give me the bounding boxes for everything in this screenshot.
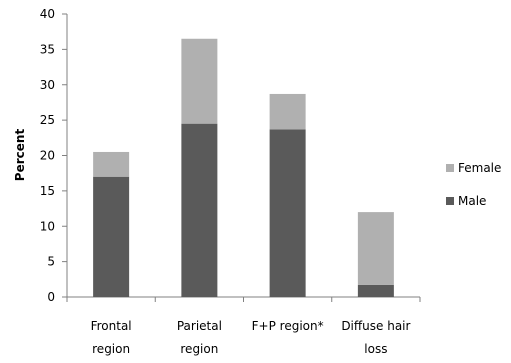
y-tick-label: 0 (47, 290, 55, 304)
category-label: loss (364, 342, 387, 356)
legend-swatch-male (446, 197, 454, 205)
legend-label-female: Female (458, 161, 501, 175)
bar-male-3 (357, 284, 394, 297)
legend-swatch-female (446, 164, 454, 172)
y-tick-label: 5 (47, 255, 55, 269)
y-tick-label: 30 (40, 78, 55, 92)
bar-female-3 (357, 212, 394, 285)
bar-male-0 (93, 176, 130, 297)
category-label: Diffuse hair (341, 319, 410, 333)
bar-male-1 (181, 123, 218, 297)
y-tick-label: 20 (40, 149, 55, 163)
y-tick-label: 15 (40, 184, 55, 198)
bar-female-1 (181, 38, 218, 124)
bar-female-2 (269, 93, 306, 130)
category-label: Parietal (177, 319, 222, 333)
bars (93, 38, 394, 297)
category-label: F+P region* (252, 319, 324, 333)
bar-female-0 (93, 151, 130, 177)
y-tick-label: 40 (40, 7, 55, 21)
y-tick-label: 25 (40, 113, 55, 127)
y-tick-label: 35 (40, 42, 55, 56)
y-ticks: 0 5 10 15 20 25 30 35 40 (40, 7, 67, 304)
bar-male-2 (269, 129, 306, 297)
category-label: region (92, 342, 130, 356)
category-label: region (180, 342, 218, 356)
category-labels: Frontal region Parietal region F+P region* Di… (91, 319, 411, 356)
y-tick-label: 10 (40, 219, 55, 233)
x-ticks (66, 297, 421, 302)
legend: Female Male (446, 161, 501, 208)
category-label: Frontal (91, 319, 132, 333)
y-axis-label: Percent (13, 129, 27, 182)
legend-label-male: Male (458, 194, 486, 208)
